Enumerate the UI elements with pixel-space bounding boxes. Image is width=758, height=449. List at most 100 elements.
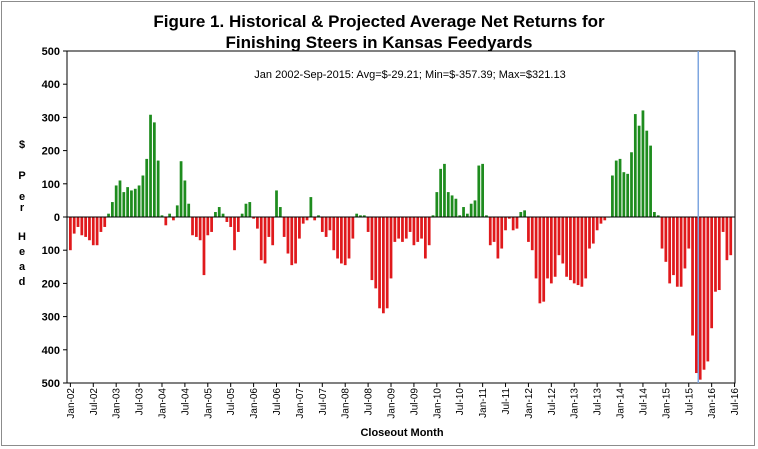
- bar: [175, 205, 179, 217]
- x-tick-label: Jul-16: [730, 388, 741, 416]
- bar: [443, 163, 446, 217]
- y-label-letter: d: [19, 276, 26, 288]
- bar: [130, 190, 133, 217]
- bars: [69, 110, 733, 380]
- bar: [393, 217, 397, 242]
- x-axis-ticks: Jan-02 Jul-02 Jan-03 Jul-03 Jan-04 Jul-04 Jan-…: [66, 383, 741, 419]
- bar: [179, 161, 183, 217]
- bar: [278, 207, 282, 217]
- bar: [523, 210, 526, 217]
- bar: [210, 217, 213, 232]
- x-tick-label: Jul-14: [638, 388, 649, 416]
- chart-title-line-2: Finishing Steers in Kansas Feedyards: [225, 33, 532, 52]
- y-tick-label: 400: [42, 79, 60, 91]
- bar: [599, 217, 603, 224]
- bar: [507, 217, 511, 219]
- x-tick-label: Jul-15: [684, 388, 695, 416]
- bar: [126, 187, 130, 217]
- bar: [435, 192, 439, 217]
- bar: [611, 175, 614, 217]
- bar: [359, 215, 362, 217]
- bar: [672, 217, 675, 276]
- x-tick-label: Jan-08: [341, 388, 352, 419]
- x-tick-label: Jul-04: [180, 388, 191, 416]
- bar: [500, 217, 504, 249]
- bar: [340, 217, 343, 264]
- bar: [214, 212, 217, 217]
- bar: [103, 217, 107, 227]
- bar: [618, 158, 622, 217]
- bar: [450, 195, 454, 217]
- bar: [420, 217, 423, 239]
- bar: [588, 217, 591, 249]
- x-tick-label: Jul-13: [593, 388, 604, 416]
- bar: [301, 217, 305, 224]
- bar: [366, 217, 370, 232]
- bar: [656, 215, 660, 217]
- bar: [194, 217, 198, 237]
- bar: [221, 213, 225, 217]
- bar: [149, 114, 152, 217]
- bar: [553, 217, 557, 277]
- bar: [168, 213, 171, 217]
- y-label-letter: H: [18, 231, 26, 243]
- chart-title-line-1: Figure 1. Historical & Projected Average…: [153, 12, 605, 31]
- x-tick-label: Jul-10: [455, 388, 466, 416]
- bar: [351, 217, 355, 239]
- bar: [275, 190, 278, 217]
- bar: [641, 110, 645, 217]
- x-tick-label: Jul-05: [226, 388, 237, 416]
- y-tick-label: 300: [42, 312, 60, 324]
- x-tick-label: Jan-15: [661, 388, 672, 419]
- x-tick-label: Jul-08: [364, 388, 375, 416]
- bar: [141, 175, 145, 217]
- bar: [496, 217, 500, 259]
- bar: [561, 217, 565, 264]
- bar: [473, 200, 477, 217]
- bar: [229, 217, 233, 227]
- bar: [565, 217, 568, 277]
- stats-annotation: Jan 2002-Sep-2015: Avg=$-29.21; Min=$-35…: [254, 69, 565, 81]
- bar: [282, 217, 286, 237]
- bar: [527, 217, 530, 242]
- x-tick-label: Jan-03: [112, 388, 123, 419]
- bar: [374, 217, 378, 289]
- bar: [69, 217, 72, 251]
- bar: [614, 160, 618, 217]
- bar: [427, 217, 431, 246]
- bar: [633, 114, 637, 217]
- bar: [477, 165, 481, 217]
- bar: [389, 217, 393, 279]
- y-label-letter: P: [18, 170, 25, 182]
- bar: [691, 217, 694, 336]
- bar: [488, 217, 492, 246]
- bar: [729, 217, 733, 256]
- bar: [630, 152, 633, 217]
- bar: [679, 217, 683, 287]
- x-tick-label: Jan-16: [707, 388, 718, 419]
- y-tick-label: 200: [42, 146, 60, 158]
- y-tick-label: 100: [42, 245, 60, 257]
- y-tick-label: 100: [42, 179, 60, 191]
- bar: [546, 217, 549, 279]
- bar: [91, 217, 95, 246]
- bar: [534, 217, 538, 279]
- bar: [95, 217, 99, 246]
- bar: [72, 217, 76, 234]
- x-tick-label: Jul-02: [89, 388, 100, 416]
- bar: [481, 163, 484, 217]
- bar: [683, 217, 687, 269]
- bar: [378, 217, 381, 309]
- bar: [511, 217, 515, 231]
- bar: [584, 217, 588, 279]
- bar: [653, 212, 656, 217]
- bar: [698, 217, 702, 380]
- bar: [99, 217, 103, 232]
- bar: [362, 215, 366, 217]
- bar: [706, 217, 710, 362]
- bar: [519, 212, 523, 217]
- bar: [408, 217, 412, 232]
- bar: [202, 217, 206, 276]
- bar: [256, 217, 259, 229]
